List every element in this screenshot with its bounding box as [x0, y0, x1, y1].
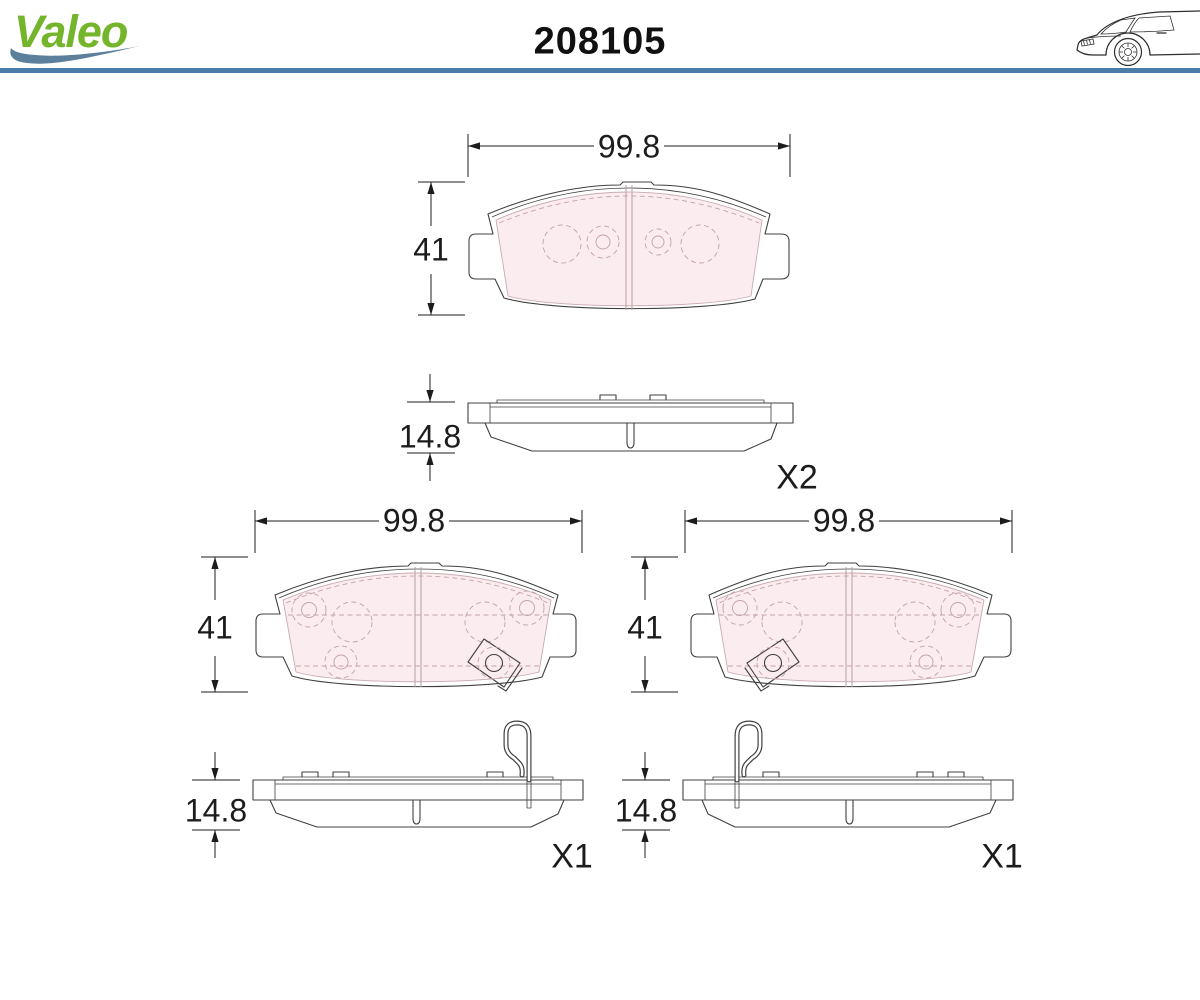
bottom-right-thickness-label: 14.8: [614, 792, 678, 829]
top-quantity-label: X2: [776, 458, 818, 497]
bottom-right-pad-front-view: [690, 562, 1012, 692]
valeo-logo: Valeo: [10, 6, 140, 64]
valeo-logo-text: Valeo: [14, 6, 128, 57]
top-dimensions: [407, 134, 791, 481]
bottom-right-width-label: 99.8: [812, 502, 876, 539]
bottom-left-height-label: 41: [197, 609, 233, 646]
bottom-right-quantity-label: X1: [981, 837, 1023, 876]
bottom-left-pad-side-view: [253, 723, 583, 827]
top-pad-side-view: [467, 394, 794, 452]
valeo-swoosh: [10, 46, 140, 64]
top-pad-front-view: [468, 181, 790, 310]
top-thickness-label: 14.8: [398, 418, 462, 455]
top-height-label: 41: [413, 231, 449, 268]
bottom-right-pad-side-view: [683, 723, 1013, 827]
header-divider: [0, 68, 1200, 73]
bottom-left-thickness-label: 14.8: [184, 792, 248, 829]
bottom-right-height-label: 41: [627, 609, 663, 646]
part-number-title: 208105: [533, 20, 667, 63]
bottom-left-width-label: 99.8: [382, 502, 446, 539]
bottom-right-dimensions: [622, 510, 1013, 858]
bottom-left-quantity-label: X1: [551, 837, 593, 876]
bottom-left-pad-front-view: [255, 562, 577, 692]
bottom-left-dimensions: [192, 510, 583, 858]
top-width-label: 99.8: [597, 128, 661, 165]
car-rear-side-icon: [1076, 10, 1200, 67]
